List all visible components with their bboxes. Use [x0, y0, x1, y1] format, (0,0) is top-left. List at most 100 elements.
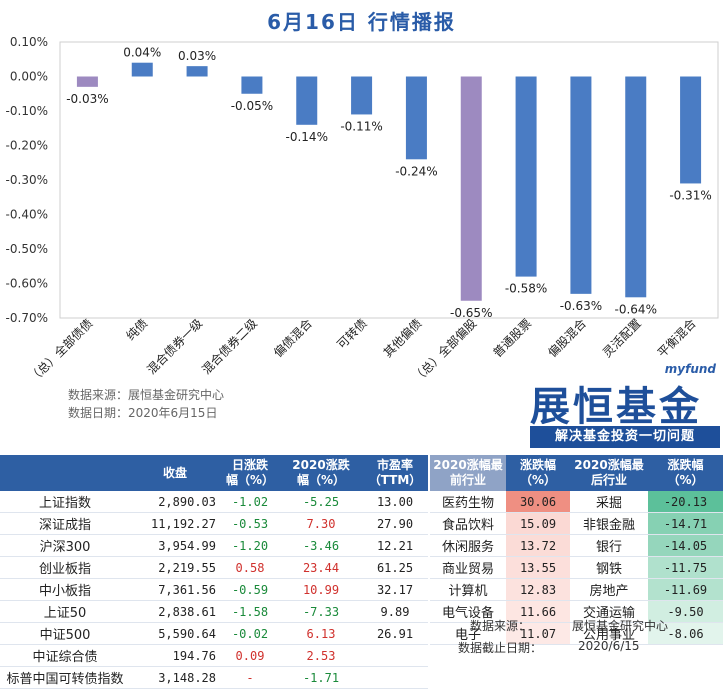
index-name: 上证50: [0, 600, 130, 623]
x-tick-label: 灵活配置: [600, 316, 644, 360]
top-sector-value: 15.09: [506, 512, 570, 535]
footer-date-label: 数据截止日期：: [458, 641, 543, 655]
bar: [460, 76, 482, 301]
day-change: -1.02: [220, 491, 280, 513]
table-row: 中证500 5,590.64 -0.02 6.13 26.91: [0, 622, 428, 645]
index-name: 中证综合债: [0, 644, 130, 667]
pe-value: 13.00: [362, 491, 428, 513]
pe-value: [362, 644, 428, 667]
close-value: 5,590.64: [130, 622, 220, 645]
data-label: 0.03%: [178, 49, 216, 63]
bottom-sector-name: 非银金融: [570, 512, 648, 535]
plot-area: [59, 41, 719, 319]
top-sector-value: 30.06: [506, 491, 570, 513]
table-row: 中证综合债 194.76 0.09 2.53: [0, 644, 428, 667]
table-row: 计算机 12.83 房地产 -11.69: [430, 578, 723, 601]
table-row: 电子 11.07 公用事业 -8.06: [430, 622, 723, 645]
top-sector-name: 医药生物: [430, 491, 506, 513]
table-row: 医药生物 30.06 采掘 -20.13: [430, 491, 723, 513]
y-tick-label: -0.60%: [6, 277, 48, 291]
index-table: 收盘 日涨跌 幅（%） 2020涨跌 幅（%） 市盈率 （TTM） 上证指数 2,890.03…: [0, 455, 428, 689]
y-tick-label: 0.10%: [10, 35, 48, 49]
pe-value: 61.25: [362, 556, 428, 579]
ytd-change: 7.30: [280, 512, 362, 535]
column-header: 日涨跌 幅（%）: [220, 455, 280, 491]
pe-value: 32.17: [362, 578, 428, 601]
top-sector-value: 13.55: [506, 556, 570, 579]
data-label: -0.63%: [560, 299, 602, 313]
top-sector-name: 休闲服务: [430, 534, 506, 557]
x-tick-label: 混合债券一级: [144, 316, 206, 378]
top-sector-name: 计算机: [430, 578, 506, 601]
sector-table: 2020涨幅最 前行业 涨跌幅 （%） 2020涨幅最 后行业 涨跌幅 （%） 医药生物 30.…: [430, 455, 723, 645]
index-name: 标普中国可转债指数: [0, 666, 130, 689]
bar: [405, 76, 427, 160]
table-row: 沪深300 3,954.99 -1.20 -3.46 12.21: [0, 534, 428, 557]
x-tick-label: 偏股混合: [544, 316, 589, 361]
day-change: -1.20: [220, 534, 280, 557]
bottom-sector-name: 公用事业: [570, 622, 648, 645]
bottom-sector-value: -14.71: [648, 512, 723, 535]
ytd-change: -5.25: [280, 491, 362, 513]
table-row: 标普中国可转债指数 3,148.28- -1.71: [0, 666, 428, 689]
bottom-sector-value: -14.05: [648, 534, 723, 557]
x-tick-label: （总）全部债债: [26, 316, 96, 386]
bar-chart: 0.10% 0.00% -0.10% -0.20% -0.30% -0.40% -0.50%…: [6, 35, 719, 386]
page-title: 6月16日 行情播报: [267, 10, 456, 34]
close-value: 11,192.27: [130, 512, 220, 535]
bottom-sector-value: -8.06: [648, 622, 723, 645]
pe-value: 26.91: [362, 622, 428, 645]
table-row: 深证成指 11,192.27 -0.53 7.30 27.90: [0, 512, 428, 535]
day-change: 0.09: [220, 644, 280, 667]
x-tick-label: 混合债券二级: [199, 316, 261, 378]
brand-logo: myfund 展恒基金 解决基金投资一切问题: [530, 362, 720, 452]
top-sector-name: 电气设备: [430, 600, 506, 623]
top-sector-value: 12.83: [506, 578, 570, 601]
data-label: -0.65%: [450, 306, 492, 320]
y-tick-label: -0.50%: [6, 242, 48, 256]
day-change: 0.58: [220, 556, 280, 579]
column-header: 市盈率 （TTM）: [362, 455, 428, 491]
data-label: -0.58%: [505, 282, 547, 296]
footer-date-value: 2020/6/15: [578, 639, 640, 653]
bar: [680, 76, 702, 184]
y-tick-label: -0.20%: [6, 139, 48, 153]
bar: [296, 76, 318, 125]
footer-source-label: 数据来源：: [470, 619, 531, 633]
close-value: 3,954.99: [130, 534, 220, 557]
bottom-sector-value: -20.13: [648, 491, 723, 513]
bar: [131, 62, 153, 77]
data-label: -0.11%: [340, 119, 382, 133]
index-name: 沪深300: [0, 534, 130, 557]
data-label: 0.04%: [123, 46, 161, 60]
index-name: 深证成指: [0, 512, 130, 535]
pe-value: 12.21: [362, 534, 428, 557]
table-row: 创业板指 2,219.55 0.58 23.44 61.25: [0, 556, 428, 579]
bottom-sector-name: 房地产: [570, 578, 648, 601]
pe-value: 9.89: [362, 600, 428, 623]
bar: [625, 76, 647, 298]
top-sector-value: 11.07: [506, 622, 570, 645]
column-header: 2020涨幅最 后行业: [570, 455, 648, 491]
top-sector-name: 电子: [430, 622, 506, 645]
bar: [351, 76, 373, 115]
close-value: 194.76: [130, 644, 220, 667]
table-row: 商业贸易 13.55 钢铁 -11.75: [430, 556, 723, 579]
bottom-sector-value: -11.69: [648, 578, 723, 601]
day-change: -1.58: [220, 600, 280, 623]
x-tick-label: 可转债: [334, 316, 370, 352]
close-value: 2,890.03: [130, 491, 220, 513]
bar: [241, 76, 263, 94]
column-header: 涨跌幅 （%）: [506, 455, 570, 491]
day-change: -0.53: [220, 512, 280, 535]
x-tick-label: 其他偏债: [380, 316, 425, 361]
index-name: 中证500: [0, 622, 130, 645]
ytd-change: 10.99: [280, 578, 362, 601]
data-label: -0.05%: [231, 99, 273, 113]
bottom-sector-value: -11.75: [648, 556, 723, 579]
close-value: 2,838.61: [130, 600, 220, 623]
table-row: 电气设备 11.66 交通运输 -9.50: [430, 600, 723, 623]
pe-value: 27.90: [362, 512, 428, 535]
brand-sub: myfund: [664, 362, 716, 376]
date-line: 数据日期：2020年6月15日: [68, 406, 218, 420]
